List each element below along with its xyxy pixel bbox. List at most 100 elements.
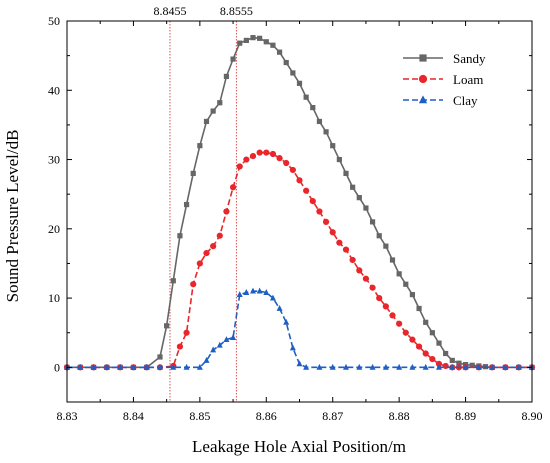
data-point-circle	[256, 149, 263, 156]
data-point-circle	[216, 232, 223, 239]
x-tick-label: 8.83	[57, 409, 78, 423]
data-point-square	[369, 219, 376, 225]
data-point-triangle	[256, 287, 263, 294]
data-point-circle	[322, 218, 330, 225]
data-point-triangle	[356, 363, 363, 370]
x-tick-label: 8.89	[455, 409, 476, 423]
data-point-circle	[223, 208, 230, 215]
legend: Sandy Loam Clay	[403, 51, 486, 108]
axes: 8.83 8.84 8.85 8.86 8.87 8.88 8.89 8.90 0 10 20 30 4…	[48, 14, 543, 423]
y-tick-label: 50	[48, 14, 60, 28]
data-point-triangle	[210, 346, 217, 353]
data-point-triangle	[296, 360, 303, 367]
data-point-circle	[176, 343, 184, 350]
data-point-triangle	[130, 363, 137, 370]
x-axis-title: Leakage Hole Axial Position/m	[192, 437, 406, 456]
data-point-square	[230, 56, 236, 62]
legend-marker	[418, 74, 428, 84]
data-point-circle	[336, 239, 343, 246]
data-point-circle	[263, 149, 270, 156]
data-point-triangle	[382, 363, 389, 370]
data-point-square	[283, 59, 289, 66]
data-point-square	[276, 49, 283, 55]
data-point-circle	[362, 275, 370, 282]
data-point-square	[263, 39, 269, 45]
y-tick-label: 20	[48, 222, 60, 236]
data-point-circle	[236, 163, 243, 170]
data-point-triangle	[396, 363, 403, 370]
data-point-circle	[329, 229, 336, 236]
series-line	[67, 151, 532, 369]
data-point-circle	[316, 208, 323, 215]
data-point-circle	[190, 281, 197, 288]
data-point-circle	[283, 159, 290, 167]
data-point-square	[456, 360, 462, 366]
data-point-square	[190, 170, 196, 176]
data-point-square	[449, 357, 455, 364]
data-point-square	[330, 143, 336, 149]
data-point-circle	[376, 294, 383, 302]
data-point-circle	[389, 312, 396, 319]
y-tick-label: 40	[48, 83, 60, 97]
data-point-circle	[409, 336, 416, 343]
data-point-triangle	[369, 363, 376, 370]
data-point-triangle	[303, 363, 310, 370]
data-point-square	[210, 108, 216, 114]
data-point-square	[356, 195, 362, 201]
data-point-square	[343, 170, 349, 176]
data-point-triangle	[515, 363, 522, 370]
data-point-circle	[402, 329, 409, 336]
data-point-square	[203, 118, 210, 125]
data-point-square	[396, 271, 402, 277]
data-point-triangle	[276, 304, 283, 311]
data-point-square	[250, 35, 256, 41]
data-point-square	[376, 233, 382, 239]
data-point-triangle	[489, 363, 496, 370]
data-point-triangle	[203, 356, 210, 363]
data-point-triangle	[436, 363, 442, 370]
data-point-triangle	[329, 363, 336, 370]
data-point-square	[217, 100, 223, 106]
data-point-circle	[415, 343, 423, 350]
data-point-triangle	[90, 363, 97, 370]
y-tick-label: 10	[48, 291, 60, 305]
data-point-square	[164, 323, 170, 329]
data-point-square	[469, 362, 475, 368]
data-point-square	[177, 233, 183, 239]
data-point-triangle	[502, 363, 509, 370]
data-point-square	[316, 118, 323, 125]
data-point-circle	[349, 256, 356, 264]
data-point-circle	[229, 184, 237, 191]
data-point-triangle	[409, 363, 416, 370]
data-point-triangle	[183, 363, 190, 370]
data-point-circle	[203, 249, 210, 257]
data-point-triangle	[223, 336, 230, 343]
x-tick-label: 8.86	[256, 409, 277, 423]
data-point-square	[257, 35, 263, 41]
data-point-circle	[422, 350, 429, 357]
reference-lines: 8.8455 8.8555	[153, 4, 253, 402]
data-point-circle	[296, 177, 303, 184]
data-point-triangle	[316, 363, 323, 370]
data-point-square	[223, 73, 230, 80]
data-point-square	[243, 37, 249, 43]
data-point-circle	[276, 155, 283, 162]
data-point-triangle	[289, 344, 296, 351]
data-point-square	[170, 278, 176, 284]
series-loam	[63, 149, 536, 371]
reference-line-label: 8.8555	[220, 4, 253, 18]
legend-label: Sandy	[453, 51, 486, 66]
data-point-circle	[429, 355, 436, 363]
data-point-triangle	[230, 334, 237, 340]
data-point-square	[423, 319, 429, 325]
legend-label: Loam	[453, 72, 483, 87]
data-point-triangle	[216, 341, 223, 348]
data-point-circle	[249, 152, 257, 160]
y-axis-title: Sound Pressure Level/dB	[3, 130, 22, 303]
x-tick-label: 8.84	[123, 409, 144, 423]
data-point-triangle	[77, 363, 84, 370]
y-tick-label: 30	[48, 153, 60, 167]
data-point-square	[157, 354, 163, 360]
data-point-square	[350, 184, 356, 190]
data-point-circle	[342, 246, 350, 253]
